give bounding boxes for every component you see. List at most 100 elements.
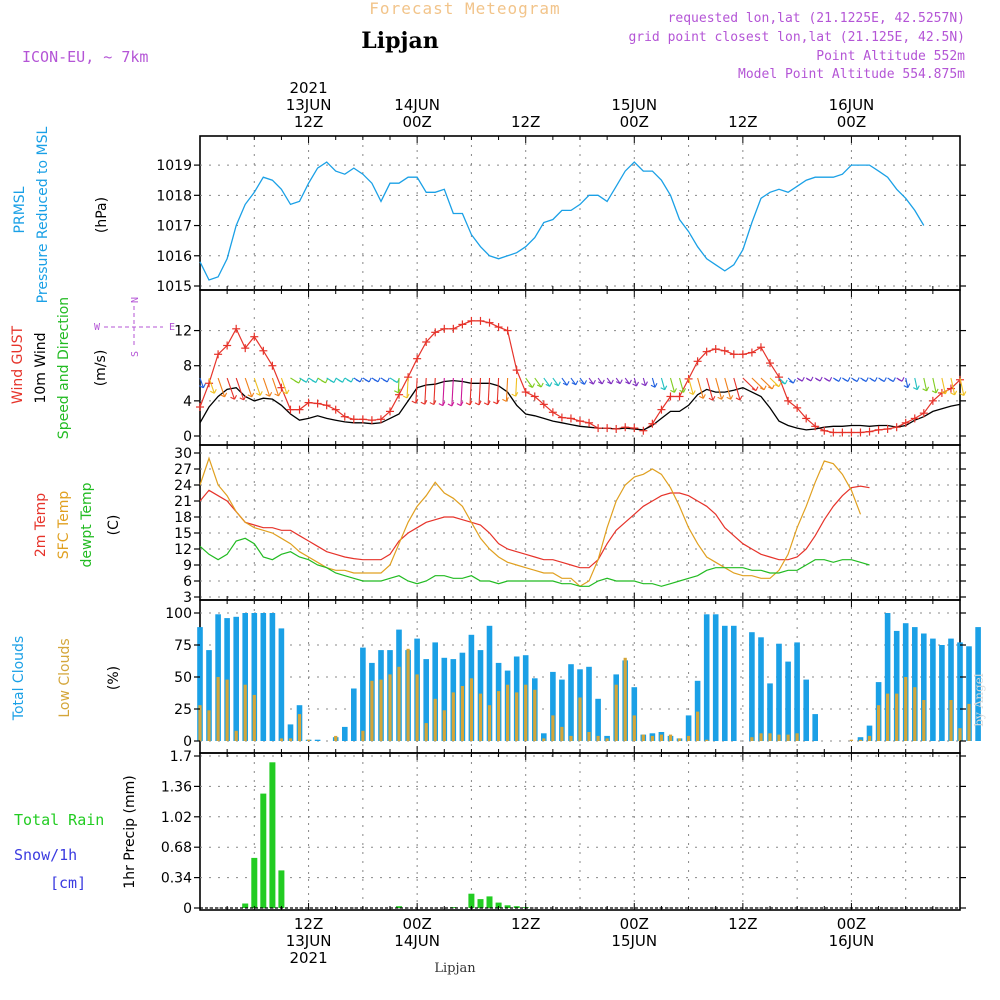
- top-time-label: 15JUN: [611, 96, 657, 114]
- y-tick-label: 15: [174, 526, 192, 542]
- total-cloud-bar: [595, 698, 601, 741]
- y-tick-label: 1.7: [170, 749, 192, 765]
- top-time-label: 16JUN: [829, 96, 875, 114]
- gust-marker: [566, 414, 575, 423]
- model-altitude: Model Point Altitude 554.875m: [738, 67, 965, 82]
- wind-arrow-icon: [787, 377, 796, 384]
- compass-rose-icon: N S W E: [94, 297, 175, 357]
- y-tick-label: 75: [174, 638, 192, 654]
- gust-marker: [802, 414, 811, 423]
- total-cloud-bar: [957, 642, 963, 741]
- wind-arrow-icon: [456, 377, 464, 407]
- low-cloud-bar: [877, 705, 881, 741]
- gust-marker: [431, 328, 440, 337]
- low-cloud-bar: [659, 734, 663, 741]
- y-tick-label: 25: [174, 702, 192, 718]
- prmsl-unit: (hPa): [94, 197, 110, 233]
- gust-marker: [702, 347, 711, 356]
- gust-marker: [313, 399, 322, 408]
- gust-marker: [358, 415, 367, 424]
- wind-arrow-icon: [483, 377, 491, 406]
- top-time-label: 12Z: [294, 113, 323, 131]
- wind-arrow-icon: [760, 377, 775, 390]
- low-cloud-bar: [506, 684, 510, 741]
- low-cloud-bar: [406, 648, 410, 741]
- low-cloud-bar: [949, 700, 953, 741]
- gust-marker: [205, 379, 214, 388]
- grid-point-coords: grid point closest lon,lat (21.125E, 42.…: [628, 30, 965, 45]
- gust-marker: [856, 428, 865, 437]
- low-cloud-bar: [922, 700, 926, 741]
- low-cloud-bar: [469, 678, 473, 741]
- wind-arrow-icon: [317, 377, 329, 384]
- rain-bar: [477, 899, 484, 908]
- rain-bar: [468, 893, 475, 908]
- gust-marker: [793, 403, 802, 412]
- bottom-time-label: 15JUN: [611, 932, 657, 950]
- wind-arrow-icon: [525, 377, 535, 388]
- top-time-label: 2021: [289, 79, 327, 97]
- top-time-label: 13JUN: [286, 96, 332, 114]
- low-cloud-bar: [379, 679, 383, 741]
- y-tick-label: 3: [183, 590, 192, 606]
- dewpt-label: dewpt Temp: [79, 482, 95, 567]
- low-cloud-bar: [895, 693, 899, 741]
- wind-line: [199, 379, 961, 431]
- wind-unit: (m/s): [93, 350, 109, 387]
- low-cloud-bar: [424, 723, 428, 741]
- gust-marker: [503, 326, 512, 335]
- gust-marker: [729, 350, 738, 359]
- total-cloud-label: Total Clouds: [11, 636, 27, 721]
- total-cloud-bar: [486, 625, 493, 741]
- wind-arrow-icon: [887, 377, 896, 382]
- compass-s: S: [130, 351, 141, 357]
- gust-marker: [738, 350, 747, 359]
- total-cloud-bar: [287, 724, 294, 741]
- low-cloud-bar: [858, 739, 863, 741]
- bottom-time-label: 13JUN: [286, 932, 332, 950]
- total-cloud-bar: [722, 625, 728, 741]
- top-time-label: 12Z: [511, 113, 540, 131]
- compass-w: W: [94, 322, 101, 333]
- credit-watermark: by Angel: [972, 673, 986, 726]
- rain-bar: [269, 762, 276, 908]
- total-cloud-bar: [197, 627, 203, 741]
- compass-e: E: [169, 322, 175, 333]
- low-cloud-bar: [795, 733, 799, 741]
- gust-marker: [648, 419, 657, 428]
- wind-arrow-icon: [511, 377, 519, 397]
- wind-arrow-icon: [606, 377, 614, 385]
- wind-arrow-icon: [869, 377, 878, 382]
- gust-marker: [811, 422, 820, 431]
- wind-arrow-icon: [308, 377, 319, 383]
- low-cloud-bar: [696, 711, 700, 741]
- dewpt-line: [199, 537, 870, 587]
- y-tick-label: 1.02: [161, 810, 192, 826]
- total-cloud-bar: [360, 647, 366, 741]
- wind-arrow-icon: [650, 377, 658, 388]
- y-tick-label: 1016: [156, 249, 192, 265]
- gust-marker: [621, 423, 630, 432]
- y-tick-label: 1018: [156, 188, 192, 204]
- gust-marker: [865, 427, 874, 436]
- y-tick-label: 12: [174, 324, 192, 340]
- gust-marker: [892, 423, 901, 432]
- total-cloud-bar: [206, 650, 212, 741]
- gust-marker: [756, 343, 765, 352]
- cloud-unit: (%): [106, 666, 122, 690]
- total-cloud-bar: [224, 618, 230, 741]
- total-cloud-bar: [948, 638, 954, 741]
- wind-arrow-icon: [429, 377, 437, 406]
- low-cloud-bar: [307, 739, 311, 741]
- gust-marker: [367, 416, 376, 425]
- bottom-time-label: 16JUN: [829, 932, 875, 950]
- total-cloud-bar: [694, 680, 701, 741]
- low-cloud-bar: [216, 677, 220, 741]
- wind-arrow-icon: [814, 376, 823, 382]
- low-cloud-label: Low Clouds: [57, 638, 73, 717]
- wind-arrow-icon: [570, 377, 579, 386]
- low-cloud-bar: [759, 733, 763, 741]
- low-cloud-bar: [668, 734, 673, 741]
